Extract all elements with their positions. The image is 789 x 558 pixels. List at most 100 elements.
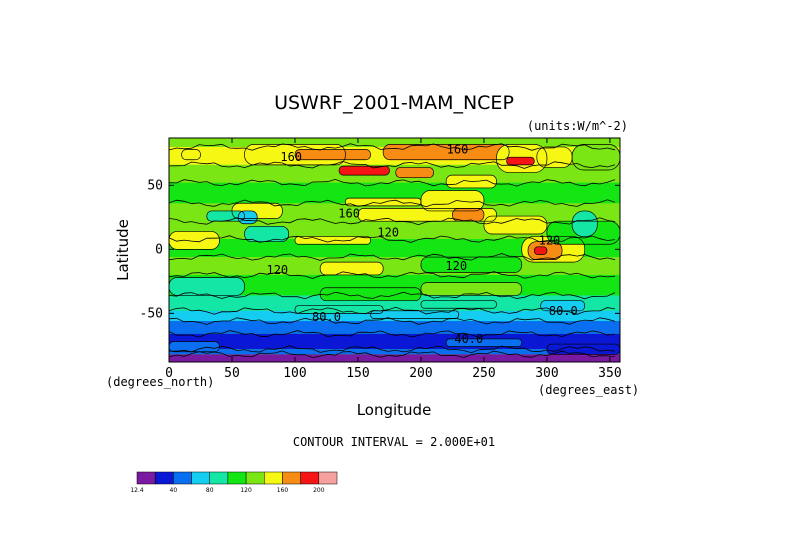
contour-label: 120 bbox=[266, 263, 288, 277]
lat-band bbox=[169, 239, 620, 258]
contour-line bbox=[169, 253, 616, 261]
contour-line bbox=[169, 306, 616, 315]
lat-band bbox=[169, 321, 620, 334]
contour-outline bbox=[370, 310, 460, 319]
contour-outline bbox=[382, 144, 510, 161]
contour-interval-text: CONTOUR INTERVAL = 2.000E+01 bbox=[293, 435, 495, 449]
contour-label: 120 bbox=[539, 233, 561, 247]
field-patch bbox=[169, 231, 220, 250]
colorbar-tick-label: 12.4 bbox=[130, 487, 144, 494]
plot-frame bbox=[168, 137, 621, 363]
field-patch bbox=[420, 190, 484, 211]
colorbar-tick-label: 80 bbox=[206, 487, 214, 494]
y-tick-label: 50 bbox=[147, 178, 163, 193]
field-patch bbox=[238, 210, 258, 224]
contour-label: 120 bbox=[445, 259, 467, 273]
field-patch bbox=[452, 208, 484, 222]
x-axis-ticks: 0 50 100 150 200 250 300 350 bbox=[165, 138, 622, 381]
colorbar-tick-label: 120 bbox=[240, 487, 252, 494]
colorbar-swatch bbox=[264, 471, 283, 485]
contour-outline bbox=[169, 231, 220, 250]
contour-outline bbox=[319, 261, 384, 276]
x-tick-label: 50 bbox=[224, 366, 240, 381]
contour-line bbox=[169, 291, 616, 300]
contour-outline bbox=[319, 287, 422, 301]
field-patch bbox=[181, 149, 201, 160]
field-patch bbox=[345, 198, 421, 206]
x-tick-label: 300 bbox=[535, 366, 558, 381]
contour-line bbox=[169, 271, 616, 279]
contour-outline bbox=[546, 343, 620, 355]
contour-lines bbox=[169, 143, 620, 359]
contour-outline bbox=[181, 149, 201, 161]
colorbar-swatch bbox=[282, 471, 301, 485]
contour-outline bbox=[338, 165, 390, 176]
field-patch bbox=[169, 277, 245, 296]
field-patch bbox=[506, 157, 535, 165]
y-axis-label: Latitude bbox=[114, 219, 132, 281]
contour-labels: 160 160 160 120 120 120 120 80.0 80.0 40.0 bbox=[266, 143, 577, 346]
contour-line bbox=[169, 330, 616, 338]
field-patch bbox=[572, 144, 620, 170]
colorbar-swatch bbox=[154, 471, 174, 485]
contour-outline bbox=[483, 215, 548, 235]
field-patch bbox=[320, 287, 421, 301]
x-tick-label: 150 bbox=[346, 366, 369, 381]
contour-line bbox=[169, 345, 616, 354]
colorbar-tick-label: 40 bbox=[170, 487, 178, 494]
contour-outline bbox=[244, 144, 346, 166]
y-axis-ticks: 50 0 -50 bbox=[140, 178, 620, 321]
lat-band bbox=[169, 349, 620, 355]
contour-outline bbox=[506, 156, 535, 166]
lat-band bbox=[169, 138, 620, 147]
contour-label: 80.0 bbox=[549, 304, 578, 318]
x-tick-label: 200 bbox=[409, 366, 432, 381]
contour-outline bbox=[294, 305, 384, 314]
contour-outline bbox=[420, 256, 523, 273]
contour-label: 120 bbox=[377, 226, 399, 240]
y-tick-label: 0 bbox=[155, 242, 163, 257]
contour-line bbox=[169, 199, 616, 208]
colorbar-swatch bbox=[300, 471, 320, 485]
contour-label: 160 bbox=[280, 150, 302, 164]
contour-outline bbox=[169, 341, 220, 353]
colorbar-swatch bbox=[173, 471, 192, 485]
contour-outline bbox=[395, 167, 434, 179]
field-patch bbox=[572, 210, 598, 237]
contour-outline bbox=[237, 210, 258, 225]
contour-line bbox=[169, 317, 616, 325]
contour-outline bbox=[521, 236, 586, 263]
contour-outline bbox=[420, 300, 497, 309]
contour-outline bbox=[294, 149, 371, 161]
contour-label: 40.0 bbox=[454, 332, 483, 346]
field-patch bbox=[370, 310, 459, 319]
x-tick-label: 250 bbox=[472, 366, 495, 381]
lat-band bbox=[169, 295, 620, 311]
field-patch bbox=[169, 341, 220, 352]
field-patch bbox=[534, 246, 547, 255]
contour-outline bbox=[533, 246, 548, 255]
field-patch bbox=[540, 300, 585, 311]
field-patch bbox=[294, 149, 371, 160]
contour-label: 160 bbox=[447, 143, 469, 157]
contour-outline bbox=[546, 220, 620, 245]
contour-outline bbox=[540, 300, 586, 312]
contour-outline bbox=[244, 225, 290, 243]
colorbar-swatch bbox=[227, 471, 247, 485]
colorbar-swatch bbox=[209, 471, 229, 485]
field-patch bbox=[294, 305, 384, 314]
field-patch bbox=[395, 167, 434, 178]
contour-outline bbox=[445, 174, 497, 189]
colorbar-swatch bbox=[245, 471, 265, 485]
colorbar bbox=[136, 471, 338, 485]
chart-title: USWRF_2001-MAM_NCEP bbox=[274, 92, 514, 114]
plot-area bbox=[169, 138, 620, 362]
contour-line bbox=[169, 160, 616, 169]
contour-outline bbox=[445, 338, 523, 347]
colorbar-swatch bbox=[191, 471, 210, 485]
field-patch bbox=[320, 262, 384, 275]
field-patch bbox=[420, 257, 522, 273]
colorbar-tick-label: 160 bbox=[277, 487, 289, 494]
lat-band bbox=[169, 354, 620, 362]
